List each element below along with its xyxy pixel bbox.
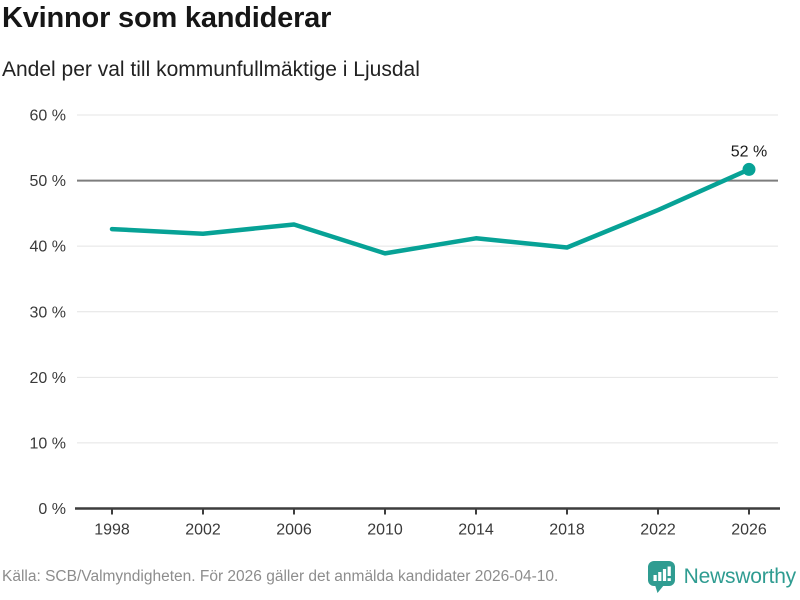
x-tick-label: 2018 — [549, 522, 585, 539]
x-tick-label: 2026 — [731, 522, 767, 539]
brand-name: Newsworthy — [683, 565, 797, 588]
y-tick-label: 0 % — [38, 501, 66, 518]
x-tick-label: 2014 — [458, 522, 494, 539]
end-point-label: 52 % — [731, 143, 767, 160]
data-line — [109, 167, 752, 256]
page-subtitle: Andel per val till kommunfullmäktige i L… — [2, 58, 420, 81]
x-tick-label: 2010 — [367, 522, 403, 539]
x-tick-label: 1998 — [94, 522, 130, 539]
footer: Källa: SCB/Valmyndigheten. För 2026 gäll… — [0, 558, 800, 600]
y-tick-label: 10 % — [30, 435, 66, 452]
x-tick-label: 2002 — [185, 522, 221, 539]
y-tick-label: 40 % — [30, 239, 66, 256]
brand-logo: Newsworthy — [646, 560, 796, 594]
page-title: Kvinnor som kandiderar — [2, 2, 332, 34]
y-tick-label: 30 % — [30, 304, 66, 321]
x-tick-label: 2006 — [276, 522, 312, 539]
y-tick-label: 50 % — [30, 173, 66, 190]
y-tick-label: 20 % — [30, 370, 66, 387]
source-note: Källa: SCB/Valmyndigheten. För 2026 gäll… — [2, 568, 559, 585]
newsworthy-icon — [647, 561, 675, 593]
end-point-dot — [742, 162, 756, 176]
x-tick-label: 2022 — [640, 522, 676, 539]
y-tick-label: 60 % — [30, 108, 66, 125]
